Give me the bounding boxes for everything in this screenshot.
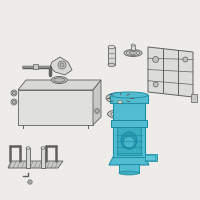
Bar bbox=[131, 45, 135, 50]
Ellipse shape bbox=[51, 76, 67, 84]
Ellipse shape bbox=[110, 92, 148, 98]
Bar bbox=[145, 154, 157, 161]
Bar bbox=[111, 120, 147, 127]
Ellipse shape bbox=[60, 63, 64, 67]
Ellipse shape bbox=[41, 147, 45, 149]
Ellipse shape bbox=[106, 92, 134, 104]
Bar bbox=[119, 164, 139, 173]
Ellipse shape bbox=[12, 91, 16, 95]
Ellipse shape bbox=[108, 45, 115, 49]
Ellipse shape bbox=[11, 99, 17, 105]
Bar bbox=[145, 155, 155, 160]
Bar bbox=[191, 94, 197, 102]
Ellipse shape bbox=[12, 100, 16, 104]
Ellipse shape bbox=[95, 108, 100, 114]
Polygon shape bbox=[93, 80, 101, 125]
Ellipse shape bbox=[108, 110, 132, 118]
Ellipse shape bbox=[96, 110, 98, 112]
Ellipse shape bbox=[183, 57, 188, 62]
Bar bbox=[118, 102, 122, 112]
Ellipse shape bbox=[129, 51, 137, 54]
Polygon shape bbox=[50, 57, 72, 75]
Bar bbox=[110, 95, 148, 103]
Polygon shape bbox=[18, 80, 101, 90]
Ellipse shape bbox=[108, 63, 115, 67]
Ellipse shape bbox=[111, 111, 129, 117]
Ellipse shape bbox=[131, 44, 135, 46]
Bar bbox=[33, 64, 38, 69]
Ellipse shape bbox=[26, 147, 30, 149]
Bar bbox=[113, 99, 145, 157]
Bar bbox=[26, 148, 30, 168]
Ellipse shape bbox=[11, 90, 17, 96]
Ellipse shape bbox=[119, 171, 139, 175]
Polygon shape bbox=[8, 161, 63, 168]
Bar bbox=[41, 148, 45, 168]
Polygon shape bbox=[109, 157, 149, 165]
Ellipse shape bbox=[153, 56, 159, 62]
Polygon shape bbox=[148, 47, 193, 97]
Ellipse shape bbox=[58, 61, 66, 69]
Polygon shape bbox=[18, 90, 93, 125]
Ellipse shape bbox=[127, 50, 140, 55]
Ellipse shape bbox=[153, 82, 158, 87]
Ellipse shape bbox=[118, 101, 122, 103]
Bar bbox=[108, 47, 115, 65]
Ellipse shape bbox=[123, 136, 135, 148]
Bar bbox=[117, 127, 141, 155]
Ellipse shape bbox=[29, 181, 31, 183]
Ellipse shape bbox=[124, 49, 142, 56]
Ellipse shape bbox=[121, 132, 137, 149]
Ellipse shape bbox=[54, 78, 65, 82]
Ellipse shape bbox=[28, 180, 32, 184]
Ellipse shape bbox=[110, 94, 130, 102]
